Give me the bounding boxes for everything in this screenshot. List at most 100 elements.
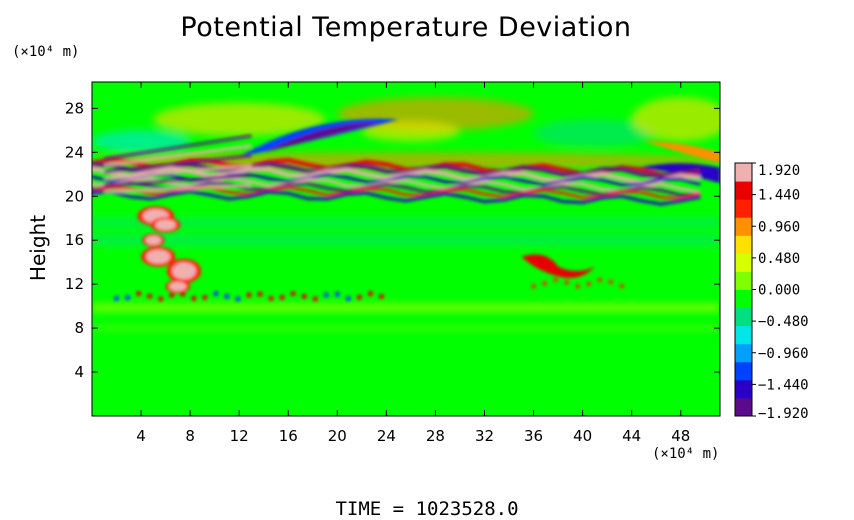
band-dot-right (575, 284, 580, 289)
chart-title: Potential Temperature Deviation (180, 12, 632, 43)
band-dot-right (608, 279, 614, 285)
field-band (92, 234, 720, 246)
band-dot (180, 291, 186, 297)
band-dot (279, 294, 285, 300)
band-dot (323, 292, 329, 298)
colorbar-tick-label: 0.960 (758, 219, 800, 235)
x-tick-label: 8 (185, 427, 195, 445)
field-band (92, 325, 720, 331)
positive-arc-right (643, 141, 720, 164)
band-dot-right (531, 284, 536, 289)
band-dot (268, 295, 274, 302)
x-tick-label: 48 (671, 427, 690, 445)
band-dot (191, 295, 197, 301)
colorbar-segment (735, 181, 752, 200)
band-dot (202, 294, 208, 301)
colorbar: 1.920 1.440 0.960 0.480 0.000 −0.480 −0.960 −1.… (734, 162, 809, 422)
y-axis-unit: (×10⁴ m) (12, 44, 80, 60)
y-tick-label: 16 (65, 231, 84, 249)
colorbar-tick-label: −0.480 (758, 314, 809, 330)
x-tick-label: 4 (136, 427, 146, 445)
wave-patch (92, 130, 191, 153)
colorbar-segment (735, 343, 752, 363)
field-band (92, 218, 720, 228)
x-tick-label: 12 (230, 427, 249, 445)
band-dot (345, 295, 351, 302)
band-dot (113, 295, 120, 301)
time-readout: TIME = 1023528.0 (0, 498, 854, 520)
field-band (92, 275, 720, 285)
time-value: 1023528.0 (415, 498, 519, 520)
band-dot (213, 290, 219, 297)
wave-stripe-left (104, 164, 252, 181)
band-dot (147, 293, 153, 299)
wave-stripe (92, 189, 701, 206)
y-tick-label: 4 (74, 363, 84, 381)
heatmap-field (92, 82, 720, 416)
y-tick-label: 28 (65, 99, 84, 117)
band-dot (246, 292, 252, 298)
wave-patch (533, 119, 657, 147)
band-dot (334, 291, 340, 297)
y-tick-label: 20 (65, 187, 84, 205)
colorbar-segment (735, 271, 752, 290)
positive-blob-core (169, 281, 187, 291)
band-dot (356, 294, 362, 300)
y-tick-label: 12 (65, 275, 84, 293)
band-dot (257, 291, 263, 297)
band-dot (378, 293, 385, 300)
colorbar-tick-label: −0.960 (758, 346, 809, 362)
wave-patch (631, 97, 720, 142)
band-dot (136, 290, 142, 297)
colorbar-tick-label: 1.920 (758, 163, 800, 179)
positive-patch-right (521, 254, 595, 278)
negative-arc-core (263, 122, 381, 153)
band-dot (158, 296, 164, 302)
x-tick-label: 40 (573, 427, 592, 445)
positive-blob-core (155, 219, 176, 231)
band-dot-right (619, 283, 625, 289)
y-tick-label: 24 (65, 143, 84, 161)
band-dot-right (542, 281, 547, 286)
colorbar-segment (735, 253, 752, 272)
colorbar-segment (735, 163, 752, 182)
colorbar-segment (735, 379, 752, 399)
colorbar-tick-label: −1.440 (758, 377, 809, 393)
colorbar-segment (735, 235, 752, 254)
band-dot (312, 296, 318, 302)
field-band (92, 303, 720, 312)
colorbar-segment (735, 361, 752, 381)
colorbar-segment (735, 289, 752, 309)
colorbar-segment (735, 325, 752, 345)
x-tick-label: 44 (622, 427, 641, 445)
wave-stripe-left (104, 173, 252, 187)
x-tick-label: 20 (328, 427, 347, 445)
colorbar-tick-label: 0.480 (758, 251, 800, 267)
wave-patch (361, 121, 460, 142)
wave-stripe-left (104, 134, 252, 161)
x-tick-label: 16 (279, 427, 298, 445)
plot-frame (91, 81, 721, 417)
wave-stripe-left (104, 154, 252, 174)
x-tick-label: 24 (377, 427, 396, 445)
x-tick-label: 32 (475, 427, 494, 445)
colorbar-segment (735, 307, 752, 327)
y-tick-label: 8 (74, 319, 84, 337)
band-dot (301, 293, 307, 299)
positive-blob-core (171, 262, 197, 280)
wave-stripe-left (104, 144, 252, 167)
colorbar-segment (735, 217, 752, 236)
wave-stripe (92, 176, 701, 194)
positive-blob-core (145, 235, 162, 245)
colorbar-segment (735, 199, 752, 218)
colorbar-tick-label: 0.000 (758, 283, 800, 299)
colorbar-tick-label: 1.440 (758, 188, 800, 204)
time-label: TIME (335, 498, 382, 520)
band-dot (367, 290, 374, 297)
colorbar-segment (735, 397, 752, 417)
wave-stripe-left (104, 183, 252, 194)
x-tick-label: 36 (524, 427, 543, 445)
sharp-layer (92, 118, 720, 302)
band-dot (124, 294, 131, 301)
